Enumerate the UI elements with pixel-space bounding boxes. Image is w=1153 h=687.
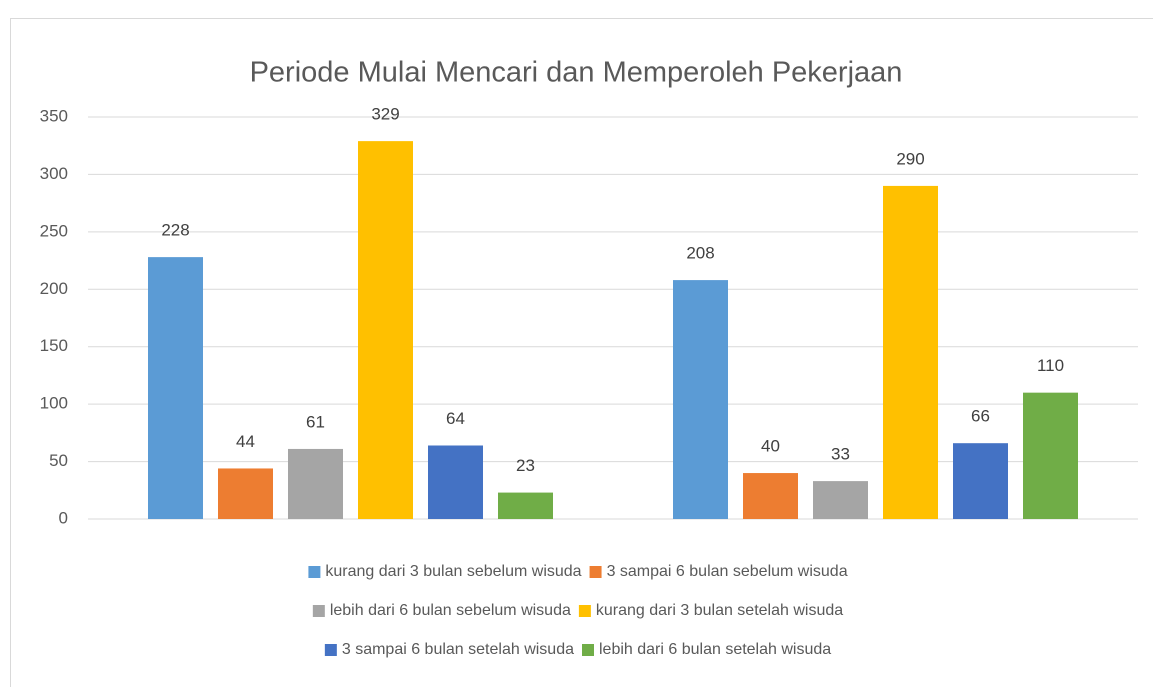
- legend-swatch: [312, 605, 325, 617]
- data-label: 61: [306, 412, 325, 431]
- y-tick-label: 250: [40, 221, 68, 240]
- y-tick-label: 0: [59, 508, 68, 527]
- y-tick-label: 150: [40, 336, 68, 355]
- legend-swatch: [589, 566, 602, 578]
- y-tick-label: 50: [49, 451, 68, 470]
- data-label: 23: [516, 456, 535, 475]
- data-label: 290: [896, 149, 924, 168]
- bar: [673, 280, 728, 519]
- legend-swatch: [308, 566, 321, 578]
- bar: [428, 445, 483, 519]
- bar: [288, 448, 343, 519]
- legend-swatch: [578, 605, 591, 617]
- bar: [743, 473, 798, 519]
- data-label: 40: [761, 437, 780, 456]
- legend-swatch: [324, 644, 337, 656]
- data-label: 329: [371, 105, 399, 124]
- data-label: 44: [236, 432, 255, 451]
- chart-title: Periode Mulai Mencari dan Memperoleh Pek…: [250, 57, 903, 89]
- bar: [1023, 392, 1078, 519]
- y-tick-label: 350: [40, 106, 68, 125]
- y-tick-label: 100: [40, 394, 68, 413]
- data-label: 33: [831, 445, 850, 464]
- legend-swatch: [582, 644, 594, 656]
- bar: [813, 481, 868, 519]
- y-tick-label: 200: [40, 279, 68, 298]
- bar: [218, 468, 273, 519]
- bar: [358, 141, 413, 519]
- legend-label: 3 sampai 6 bulan setelah wisuda: [342, 641, 574, 658]
- legend-label: kurang dari 3 bulan setelah wisuda: [596, 602, 843, 619]
- bar: [953, 443, 1008, 519]
- legend-label: 3 sampai 6 bulan sebelum wisuda: [607, 563, 848, 580]
- data-label: 110: [1037, 356, 1064, 375]
- bar: [148, 257, 203, 519]
- legend-label: lebih dari 6 bulan sebelum wisuda: [330, 602, 571, 619]
- data-label: 64: [446, 409, 465, 428]
- bar: [883, 185, 938, 519]
- legend-label: lebih dari 6 bulan setelah wisuda: [599, 641, 831, 658]
- y-tick-label: 300: [40, 164, 68, 183]
- data-label: 66: [971, 407, 990, 426]
- bar: [498, 492, 553, 519]
- data-label: 228: [161, 221, 189, 240]
- data-label: 208: [686, 244, 714, 263]
- legend-label: kurang dari 3 bulan sebelum wisuda: [325, 563, 581, 580]
